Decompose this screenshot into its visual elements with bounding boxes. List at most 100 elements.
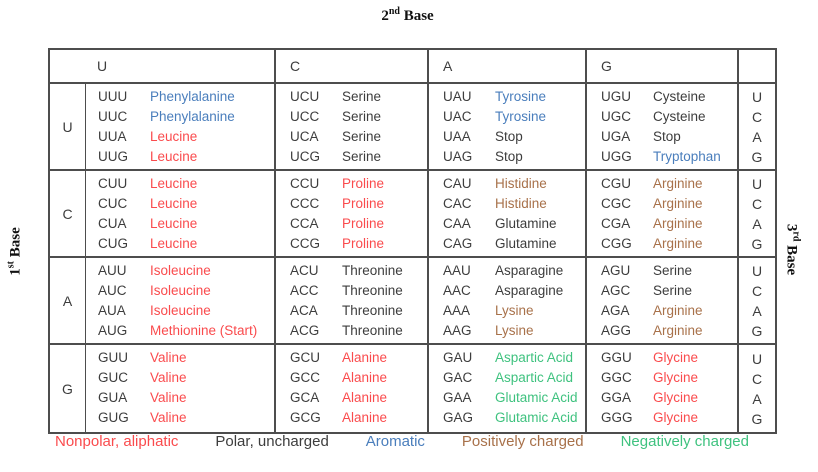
codon-cell-AU: AUU Isoleucine AUC Isoleucine AUA Isoleucine A… — [85, 258, 274, 345]
third-base-label-C: C — [751, 196, 763, 212]
third-base-label-G: G — [751, 323, 763, 339]
third-base-axis-title: 3rd Base — [783, 215, 802, 285]
codon-entry: ACA Threonine — [290, 301, 427, 321]
amino-acid: Phenylalanine — [150, 109, 235, 124]
codon-entry: UCG Serine — [290, 147, 427, 167]
third-base-label-C: C — [751, 109, 763, 125]
codon: GUC — [98, 370, 128, 385]
amino-acid: Serine — [342, 89, 382, 104]
codon-entry: CAA Glutamine — [443, 214, 585, 234]
amino-acid: Isoleucine — [150, 283, 211, 298]
amino-acid: Valine — [150, 370, 187, 385]
codon-cell-UC: UCU Serine UCC Serine UCA Serine UCG Serine — [274, 84, 427, 171]
amino-acid: Methionine (Start) — [150, 323, 258, 338]
amino-acid: Threonine — [342, 283, 403, 298]
codon-entry: AUG Methionine (Start) — [98, 321, 274, 341]
amino-acid: Alanine — [342, 390, 388, 405]
amino-acid: Arginine — [653, 303, 703, 318]
codon-entry: GGG Glycine — [601, 408, 737, 428]
codon: UAA — [443, 129, 471, 144]
codon: GAG — [443, 410, 474, 425]
codon: AAG — [443, 323, 472, 338]
amino-acid: Tyrosine — [495, 109, 547, 124]
codon-entry: CUG Leucine — [98, 234, 274, 254]
codon-entry: GUG Valine — [98, 408, 274, 428]
codon-entry: UUG Leucine — [98, 147, 274, 167]
codon-entry: CAG Glutamine — [443, 234, 585, 254]
amino-acid: Phenylalanine — [150, 89, 235, 104]
codon: AAC — [443, 283, 471, 298]
codon: AGU — [601, 263, 631, 278]
second-base-header-G: G — [585, 50, 737, 84]
codon-entry: AAA Lysine — [443, 301, 585, 321]
codon: GAC — [443, 370, 473, 385]
third-base-label-U: U — [751, 351, 763, 367]
codon-entry: UUA Leucine — [98, 127, 274, 147]
amino-acid: Threonine — [342, 323, 403, 338]
codon: GAU — [443, 350, 473, 365]
amino-acid: Serine — [342, 149, 382, 164]
codon-entry: UAG Stop — [443, 147, 585, 167]
codon: CCA — [290, 216, 319, 231]
codon-cell-CA: CAU Histidine CAC Histidine CAA Glutamine CAG G… — [427, 171, 585, 258]
codon: CGC — [601, 196, 631, 211]
codon: CUA — [98, 216, 127, 231]
second-base-header-C: C — [274, 50, 427, 84]
amino-acid: Alanine — [342, 410, 388, 425]
amino-acid: Proline — [342, 176, 385, 191]
codon: CGG — [601, 236, 632, 251]
codon-entry: GGA Glycine — [601, 388, 737, 408]
codon-cell-GG: GGU Glycine GGC Glycine GGA Glycine GGG Glycine — [585, 345, 737, 432]
codon: UCC — [290, 109, 320, 124]
codon: ACG — [290, 323, 320, 338]
third-base-label-A: A — [752, 216, 762, 232]
amino-acid: Proline — [342, 196, 385, 211]
codon: GUU — [98, 350, 128, 365]
codon: GUA — [98, 390, 128, 405]
codon: AAU — [443, 263, 471, 278]
codon-entry: UAC Tyrosine — [443, 107, 585, 127]
codon: AUC — [98, 283, 127, 298]
codon: AGG — [601, 323, 632, 338]
amino-acid: Proline — [342, 236, 385, 251]
codon-cell-AA: AAU Asparagine AAC Asparagine AAA Lysine AAG Ly… — [427, 258, 585, 345]
second-base-axis-title: 2nd Base — [40, 7, 775, 25]
codon: CAA — [443, 216, 471, 231]
codon-entry: CUU Leucine — [98, 174, 274, 194]
codon-entry: GAA Glutamic Acid — [443, 388, 585, 408]
codon-entry: AUU Isoleucine — [98, 261, 274, 281]
third-base-label-C: C — [751, 371, 763, 387]
amino-acid: Stop — [495, 149, 523, 164]
amino-acid: Stop — [495, 129, 523, 144]
amino-acid: Glycine — [653, 370, 699, 385]
codon-entry: AUA Isoleucine — [98, 301, 274, 321]
amino-acid: Glutamic Acid — [495, 390, 578, 405]
codon-entry: UAU Tyrosine — [443, 87, 585, 107]
amino-acid: Histidine — [495, 176, 547, 191]
legend-item-positive: Positively charged — [461, 433, 584, 450]
codon-entry: CUA Leucine — [98, 214, 274, 234]
codon: ACU — [290, 263, 319, 278]
amino-acid: Leucine — [150, 129, 198, 144]
codon-entry: GGC Glycine — [601, 368, 737, 388]
codon: AGA — [601, 303, 630, 318]
amino-acid: Arginine — [653, 176, 703, 191]
codon: UUA — [98, 129, 127, 144]
codon: AUU — [98, 263, 127, 278]
codon: AGC — [601, 283, 631, 298]
amino-acid: Serine — [653, 263, 693, 278]
axis-word: Base — [783, 245, 800, 276]
codon: UCA — [290, 129, 319, 144]
amino-acid: Glutamic Acid — [495, 410, 578, 425]
first-base-label-U: U — [50, 84, 85, 171]
codon-entry: GAU Aspartic Acid — [443, 348, 585, 368]
codon: GCC — [290, 370, 320, 385]
amino-acid: Asparagine — [495, 263, 564, 278]
codon: ACA — [290, 303, 318, 318]
amino-acid: Glycine — [653, 410, 699, 425]
codon-cell-CU: CUU Leucine CUC Leucine CUA Leucine CUG Leucine — [85, 171, 274, 258]
codon: CCC — [290, 196, 320, 211]
codon-entry: UCA Serine — [290, 127, 427, 147]
